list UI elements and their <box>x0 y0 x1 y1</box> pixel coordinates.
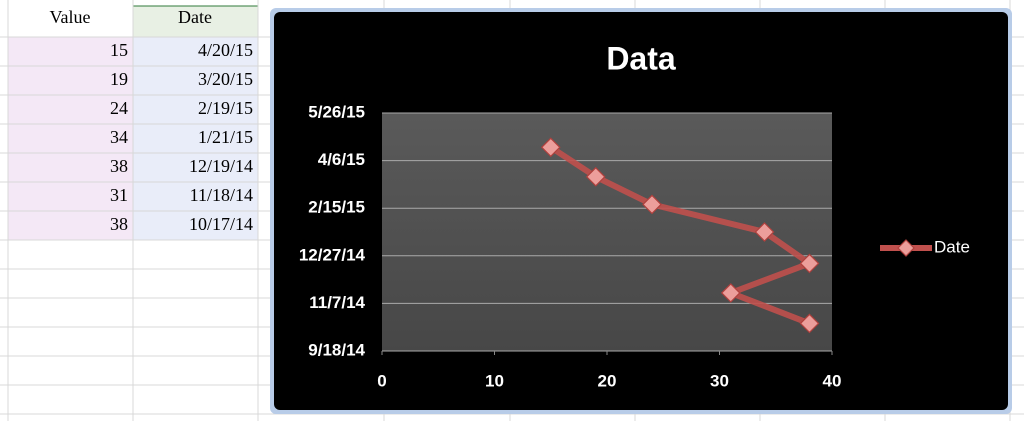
legend-label: Date <box>934 237 970 256</box>
chart-title: Data <box>606 40 676 76</box>
marker <box>799 313 820 334</box>
column-header: Date <box>178 7 212 27</box>
y-tick-label: 11/7/14 <box>309 293 365 312</box>
table-cell: 15 <box>110 40 128 60</box>
table-cell: 2/19/15 <box>198 98 253 118</box>
x-tick-label: 40 <box>823 371 842 390</box>
value-range <box>7 36 134 241</box>
y-tick-label: 12/27/14 <box>299 245 366 264</box>
marker <box>799 253 820 274</box>
date-range <box>132 36 259 241</box>
marker <box>642 194 662 215</box>
y-tick-label: 2/15/15 <box>308 198 365 217</box>
date-header-highlight <box>132 5 259 38</box>
table-cell: 34 <box>110 127 128 147</box>
x-tick-label: 10 <box>485 371 504 390</box>
x-tick-label: 30 <box>710 371 729 390</box>
table-cell: 10/17/14 <box>189 214 253 234</box>
table-cell: 11/18/14 <box>190 185 253 205</box>
table-cell: 1/21/15 <box>198 127 253 147</box>
table-cell: 31 <box>110 185 128 205</box>
x-tick-label: 20 <box>598 371 617 390</box>
table-cell: 3/20/15 <box>198 69 253 89</box>
y-tick-label: 5/26/15 <box>308 102 365 121</box>
table-cell: 4/20/15 <box>198 40 253 60</box>
y-tick-label: 9/18/14 <box>308 340 365 359</box>
chart: 9/18/14 11/7/14 12/27/14 2/15/15 4/6/15 5/26/… <box>299 102 970 390</box>
legend-marker <box>897 239 915 257</box>
x-tick-label: 0 <box>377 371 386 390</box>
y-tick-label: 4/6/15 <box>318 150 365 169</box>
table-cell: 24 <box>110 98 128 118</box>
marker <box>720 283 741 303</box>
marker <box>754 222 775 242</box>
marker <box>540 137 561 158</box>
table-cell: 12/19/14 <box>189 156 253 176</box>
column-header: Value <box>50 7 91 27</box>
table-cell: 38 <box>110 214 128 234</box>
table-cell: 19 <box>110 69 128 89</box>
marker <box>585 166 606 187</box>
table-cell: 38 <box>110 156 128 176</box>
